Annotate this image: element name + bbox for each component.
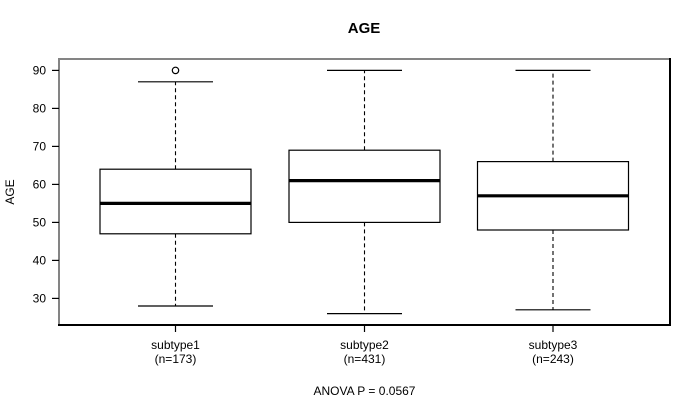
box-subtype3 (476, 69, 630, 311)
group-label-subtype3: subtype3 (529, 338, 578, 352)
y-tick-label-50: 50 (33, 216, 47, 230)
y-tick-label-90: 90 (33, 64, 47, 78)
y-axis: 30 40 50 60 70 80 90 (33, 64, 59, 306)
y-axis-label: AGE (3, 179, 17, 204)
box-subtype1 (99, 66, 252, 307)
y-tick-label-40: 40 (33, 254, 47, 268)
x-axis (174, 325, 554, 332)
iqr-box (99, 168, 252, 235)
y-tick-label-70: 70 (33, 140, 47, 154)
y-tick-label-80: 80 (33, 102, 47, 116)
chart-title: AGE (348, 20, 381, 37)
iqr-box (288, 149, 441, 223)
outlier-point (171, 66, 180, 75)
y-tick-label-30: 30 (33, 292, 47, 306)
group-count-subtype2: (n=431) (344, 352, 386, 366)
boxplot-glyphs (99, 66, 630, 315)
box-subtype2 (288, 69, 441, 315)
y-tick-label-60: 60 (33, 178, 47, 192)
group-label-subtype1: subtype1 (151, 338, 200, 352)
group-count-subtype3: (n=243) (532, 352, 574, 366)
group-label-subtype2: subtype2 (340, 338, 389, 352)
group-count-subtype1: (n=173) (155, 352, 197, 366)
anova-annotation: ANOVA P = 0.0567 (314, 384, 416, 398)
